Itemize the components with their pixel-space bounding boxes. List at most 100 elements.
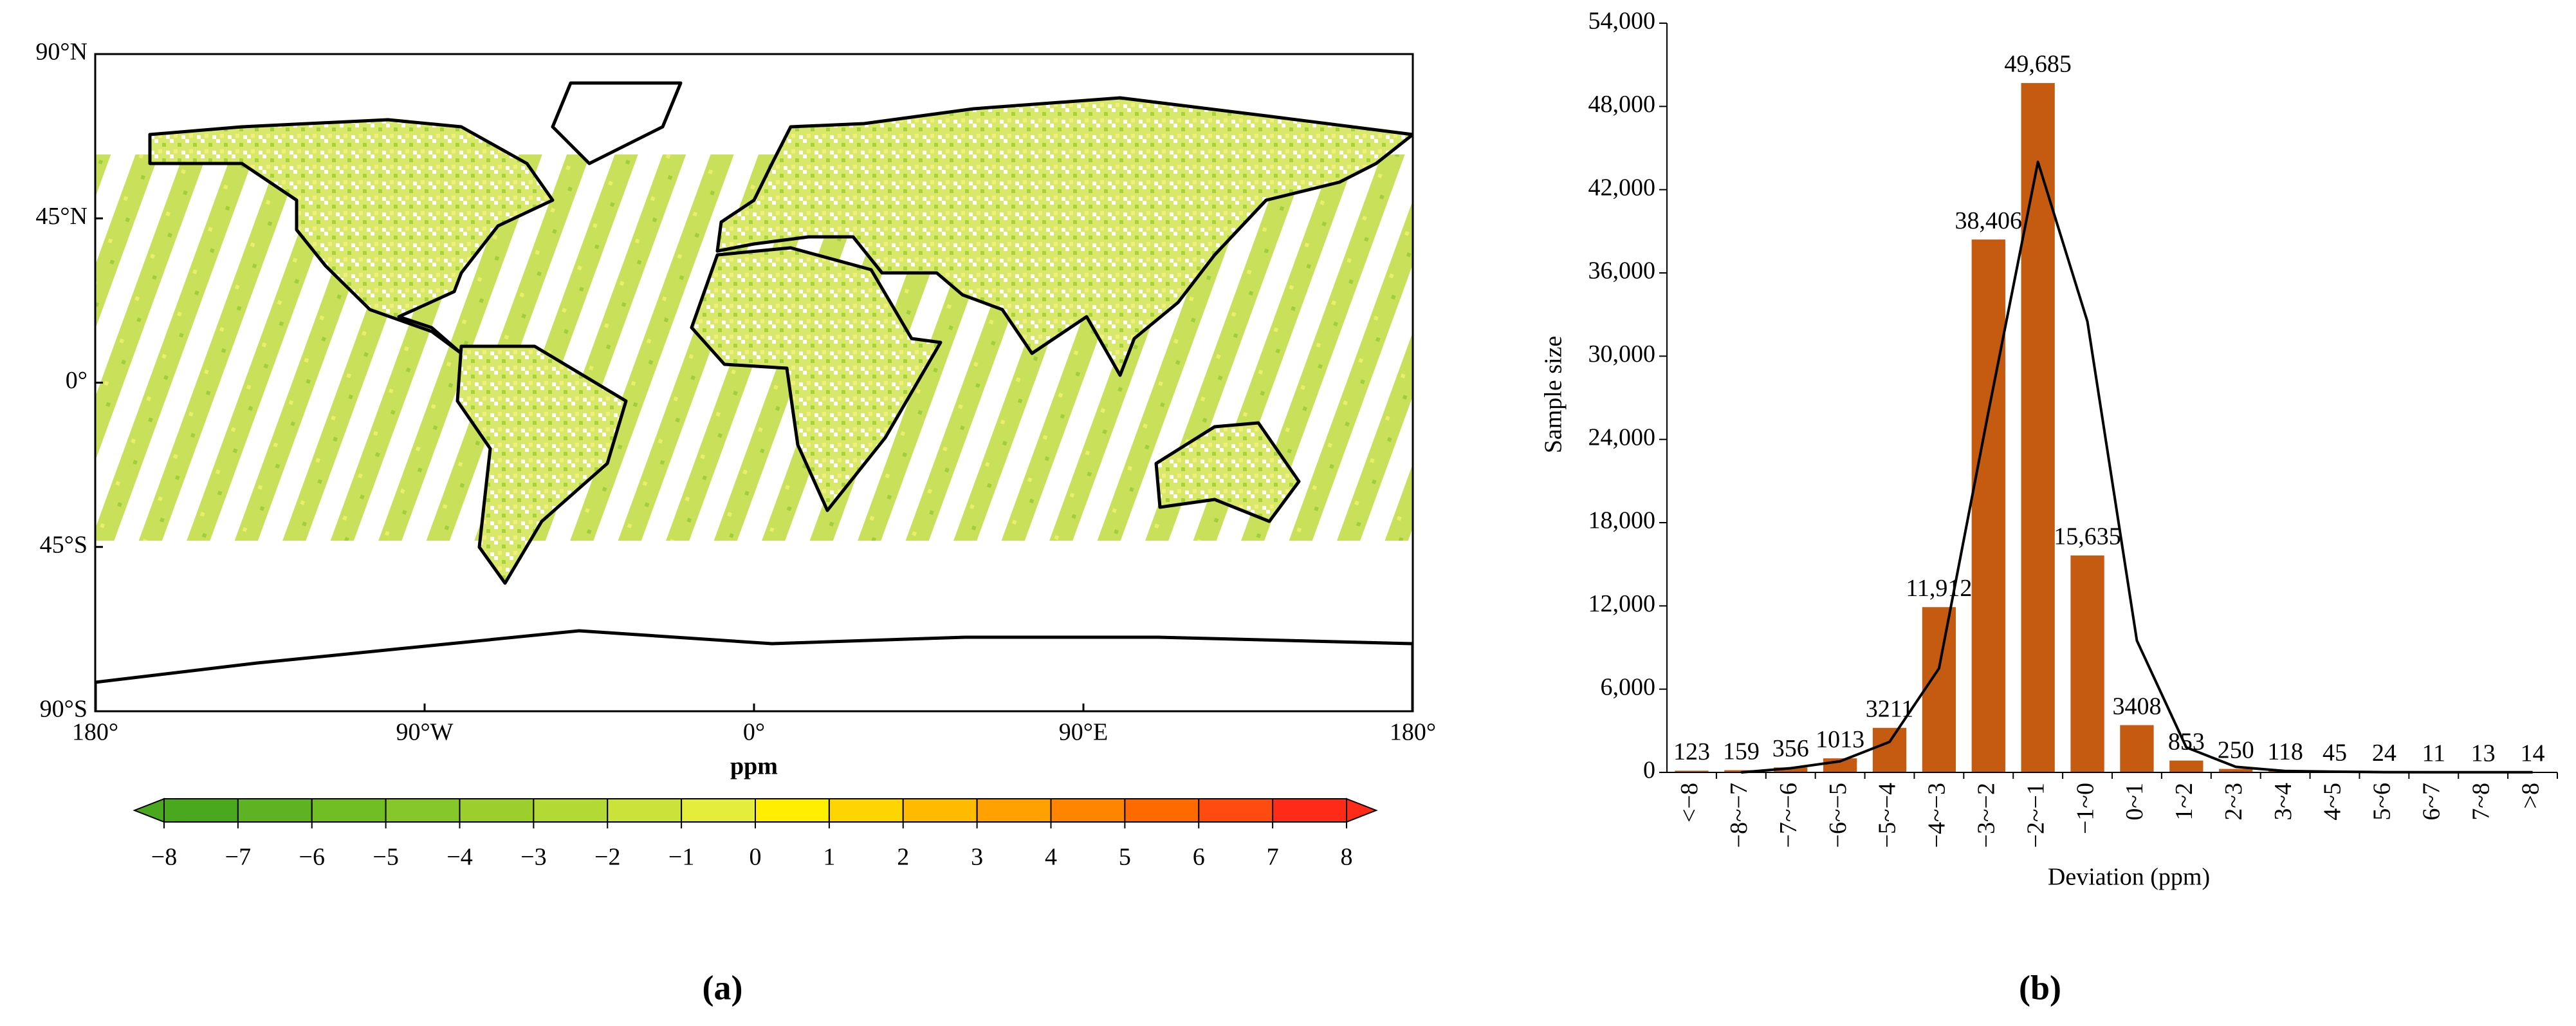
- value-label: 356: [1772, 735, 1809, 762]
- x-tick-label: 1~2: [2171, 783, 2198, 821]
- colorbar-segment: [1272, 798, 1347, 823]
- colorbar-tick-label: 6: [1193, 844, 1205, 871]
- colorbar-segment: [681, 798, 756, 823]
- bar: [2219, 769, 2253, 772]
- x-tick-label: 7~8: [2467, 783, 2494, 821]
- y-tick-label: 30,000: [1588, 340, 1656, 368]
- colorbar-segment: [459, 798, 535, 823]
- colorbar-tick-label: 2: [897, 844, 909, 871]
- bar: [1675, 770, 1709, 772]
- x-tick-label: −4~−3: [1924, 783, 1951, 848]
- colorbar-tick-label: −6: [299, 844, 325, 871]
- y-tick-label: 24,000: [1588, 424, 1656, 451]
- value-label: 14: [2521, 740, 2545, 767]
- colorbar-tick-label: 7: [1267, 844, 1279, 871]
- colorbar-tick-label: −4: [446, 844, 472, 871]
- bar: [1774, 767, 1808, 772]
- colorbar-arrow: [1346, 797, 1378, 823]
- y-tick-label: 42,000: [1588, 174, 1656, 201]
- y-tick-label: 45°N: [35, 203, 87, 230]
- colorbar-tick-label: −8: [151, 844, 177, 871]
- y-tick-label: 36,000: [1588, 257, 1656, 284]
- value-label: 853: [2168, 728, 2205, 755]
- x-tick-label: <−8: [1676, 783, 1703, 823]
- colorbar-tick-label: 3: [971, 844, 983, 871]
- north-america: [148, 118, 555, 355]
- value-label: 11: [2422, 740, 2445, 767]
- colorbar-segment: [1124, 798, 1200, 823]
- colorbar-segment: [385, 798, 461, 823]
- y-tick-label: 0: [1643, 757, 1655, 784]
- x-tick-label: 180°: [1390, 719, 1436, 746]
- x-tick-label: 4~5: [2319, 783, 2346, 821]
- x-tick-label: −1~0: [2072, 783, 2099, 834]
- eurasia: [715, 96, 1413, 377]
- y-tick-label: 6,000: [1601, 673, 1656, 700]
- value-label: 123: [1673, 738, 1710, 765]
- x-tick-label: −6~−5: [1825, 783, 1852, 848]
- x-tick-label: 5~6: [2369, 783, 2396, 821]
- colorbar-tick-label: −5: [373, 844, 398, 871]
- y-tick-label: 48,000: [1588, 91, 1656, 118]
- value-label: 13: [2471, 740, 2496, 767]
- australia: [1154, 421, 1301, 523]
- y-tick-label: 18,000: [1588, 507, 1656, 534]
- y-tick-label: 45°S: [40, 531, 87, 558]
- x-tick-label: −7~−6: [1775, 783, 1802, 848]
- x-tick-label: 0~1: [2121, 783, 2148, 821]
- colorbar-segment: [902, 798, 978, 823]
- value-label: 45: [2323, 740, 2347, 767]
- y-tick-label: 12,000: [1588, 590, 1656, 617]
- value-label: 15,635: [2054, 523, 2121, 550]
- x-tick-label: 3~4: [2270, 783, 2297, 821]
- x-tick-label: 180°: [72, 719, 118, 746]
- map-layer: [95, 54, 1413, 711]
- x-tick-label: −8~−7: [1725, 783, 1753, 848]
- colorbar-segment: [976, 798, 1052, 823]
- bar: [2021, 83, 2055, 773]
- x-tick-label: 90°W: [396, 719, 453, 746]
- value-label: 250: [2218, 736, 2254, 763]
- x-tick-label: 90°E: [1059, 719, 1108, 746]
- colorbar-tick-label: −1: [668, 844, 694, 871]
- colorbar-tick-label: 4: [1045, 844, 1057, 871]
- x-tick-label: −5~−4: [1874, 783, 1901, 848]
- value-label: 11,912: [1906, 575, 1972, 602]
- y-axis-label: Sample size: [1540, 336, 1567, 454]
- panel-label: (a): [703, 968, 743, 1007]
- bar: [2120, 725, 2154, 772]
- x-tick-label: >8: [2517, 783, 2544, 808]
- value-label: 159: [1723, 738, 1760, 765]
- line: [1741, 160, 2533, 774]
- x-tick-label: 0°: [743, 719, 765, 746]
- value-label: 24: [2372, 740, 2397, 767]
- south-america: [455, 344, 628, 585]
- x-tick-label: −3~−2: [1973, 783, 2000, 848]
- x-tick-label: 2~3: [2220, 783, 2247, 821]
- colorbar-segment: [828, 798, 904, 823]
- colorbar-segment: [311, 798, 387, 823]
- colorbar-tick-label: −3: [520, 844, 546, 871]
- y-tick-label: 54,000: [1588, 8, 1656, 35]
- colorbar-segment: [533, 798, 609, 823]
- x-tick-label: −2~−1: [2022, 783, 2049, 848]
- colorbar-segment: [607, 798, 683, 823]
- greenland: [551, 81, 683, 165]
- value-label: 118: [2267, 738, 2303, 765]
- colorbar-tick-label: −2: [594, 844, 620, 871]
- colorbar-tick-label: 0: [750, 844, 762, 871]
- bar: [2169, 760, 2203, 772]
- colorbar-segment: [163, 798, 239, 823]
- colorbar-arrow: [133, 797, 165, 823]
- x-tick-label: 6~7: [2418, 783, 2445, 821]
- value-label: 38,406: [1955, 207, 2023, 234]
- y-tick-label: 90°S: [40, 696, 87, 723]
- colorbar-segment: [237, 798, 313, 823]
- colorbar-segment: [755, 798, 830, 823]
- y-tick-label: 90°N: [35, 39, 87, 66]
- colorbar-segment: [1050, 798, 1126, 823]
- colorbar-segment: [1198, 798, 1274, 823]
- bar: [1872, 727, 1907, 772]
